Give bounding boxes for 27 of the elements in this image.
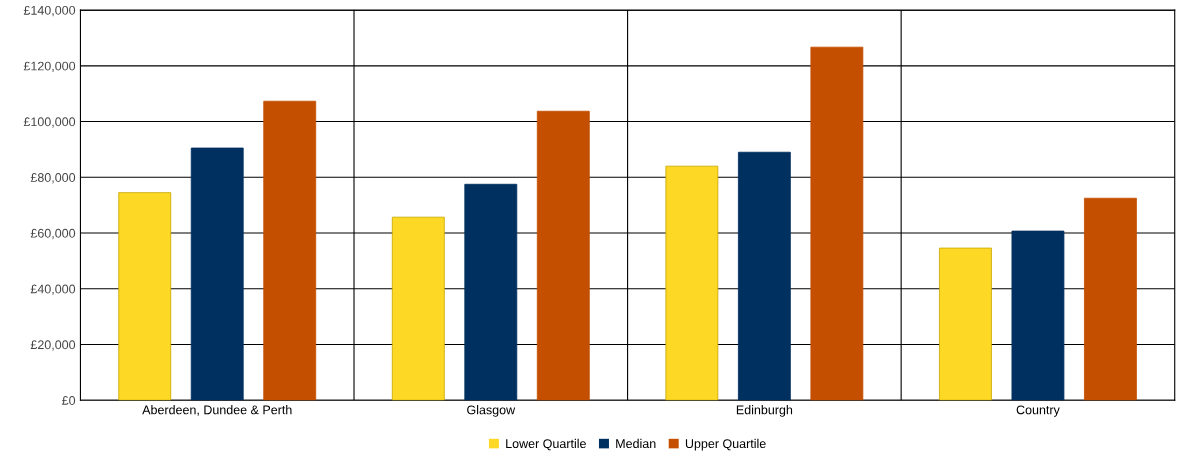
bar: [263, 100, 317, 401]
y-tick-label: £120,000: [23, 61, 76, 72]
y-tick-label: £100,000: [23, 117, 76, 128]
y-tick-label: £0: [62, 396, 76, 405]
x-tick-label: Glasgow: [467, 405, 516, 417]
y-tick-label: £80,000: [30, 173, 76, 184]
bar: [464, 183, 518, 401]
bar: [1084, 197, 1137, 401]
x-tick-label: Edinburgh: [736, 405, 793, 417]
bar: [810, 46, 864, 401]
bar: [1011, 230, 1065, 401]
bar: [939, 247, 992, 401]
bar: [665, 165, 719, 401]
y-tick-label: £40,000: [30, 284, 76, 295]
x-tick-label: Country: [1016, 405, 1060, 417]
bar: [536, 110, 590, 401]
y-tick-label: £140,000: [23, 5, 76, 17]
x-tick-label: Aberdeen, Dundee & Perth: [142, 405, 292, 416]
legend-label: Median: [616, 438, 656, 449]
bar: [118, 192, 172, 401]
bar: [737, 151, 791, 401]
legend-label: Upper Quartile: [685, 438, 766, 451]
y-tick-label: £20,000: [30, 340, 76, 351]
y-tick-label: £60,000: [30, 228, 76, 240]
legend-label: Lower Quartile: [506, 438, 586, 451]
bar: [190, 147, 244, 401]
bar: [391, 216, 445, 401]
